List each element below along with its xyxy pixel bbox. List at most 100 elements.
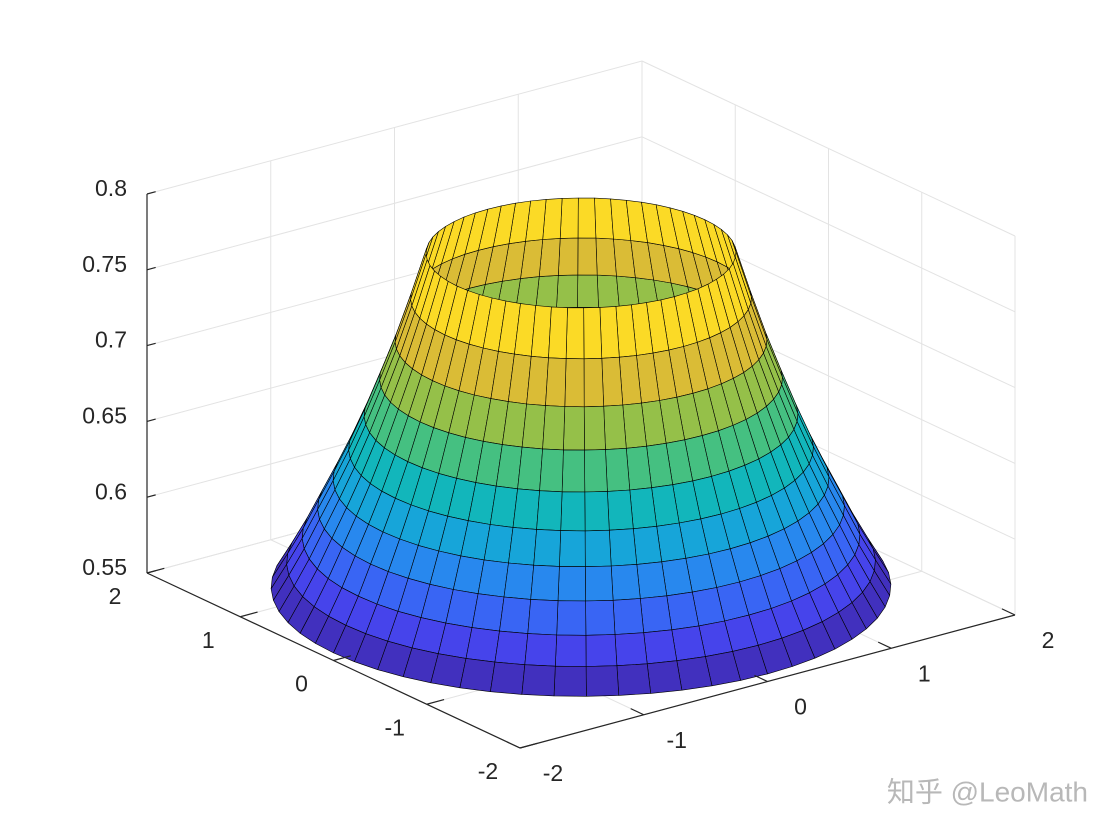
z-tick [146,494,156,498]
surface-cell [584,529,612,568]
surface-cell [459,658,496,693]
surface-cell [607,489,634,531]
x-tick [877,641,892,649]
surface-cell [553,665,587,697]
y-tick-label: -2 [478,758,498,784]
surface-cell [584,565,614,602]
surface-cell [595,237,617,277]
z-tick [146,266,156,271]
surface-cell [536,490,563,531]
surface-cell [639,595,673,634]
surface-cell [583,307,603,360]
surface-cell [559,197,579,239]
x-tick [754,674,768,683]
surface-cell [564,358,585,408]
surface-cell [614,632,648,667]
surface-cell [503,562,535,600]
surface-cell [601,356,624,407]
surface-cell [465,627,500,663]
y-tick-label: -1 [385,714,405,740]
y-tick-label: 0 [295,671,308,697]
surface-cell [561,449,586,493]
y-tick-label: 1 [202,627,215,653]
surface-cell [557,237,579,276]
surface-cell [524,633,558,667]
z-tick [146,191,156,195]
surface-cell [556,600,587,636]
surface-cell [542,405,566,451]
surface-cell [539,448,564,493]
grid-line [641,136,1016,313]
z-tick-label: 0.7 [95,327,127,353]
surface-cell [676,656,713,691]
surface-cell [512,488,540,530]
surface-cell [577,274,599,308]
surface-cell [565,307,585,360]
z-tick-label: 0.55 [82,554,127,580]
surface-cell [557,566,586,602]
surface-cell [585,665,620,697]
y-tick [333,655,351,662]
surface-cell [608,528,638,567]
surface-cell [560,491,586,532]
surface-cell [521,403,546,450]
surface-cell [508,527,537,566]
surface-cell [577,197,597,239]
surface-cell [517,446,543,492]
surface-cell [494,630,529,666]
z-tick [146,342,156,347]
y-tick [426,699,445,705]
surface-cell [603,404,627,450]
surface-cell [559,530,586,568]
surface-cell [527,599,559,636]
surface-cell [599,306,620,359]
x-tick [506,741,521,749]
x-tick [630,708,645,716]
surface-cell [535,275,559,310]
z-tick [146,418,156,422]
surface-cell [548,306,568,359]
z-tick-label: 0.6 [95,478,127,504]
grid-line [641,60,1016,237]
x-tick [1001,608,1016,616]
x-tick-label: 2 [1042,627,1055,653]
surface-cell [545,357,567,407]
surface-cell [530,564,560,602]
surface-cell [499,596,532,634]
z-tick-label: 0.8 [95,175,127,201]
surface-cell [584,491,610,532]
surface-cell [533,529,562,567]
surface-cell [471,593,505,632]
surface-cell [636,561,668,599]
surface-cell [554,634,587,667]
grid-line [146,136,643,271]
x-tick-label: 1 [918,660,931,686]
surface-cell [521,664,556,697]
surface-cell [583,405,606,451]
grid-line [146,60,643,195]
surface-cell [583,357,605,408]
y-tick [519,742,538,749]
surface-cell [643,629,678,665]
x-tick-label: 0 [794,694,807,720]
surface-cell [556,274,579,309]
surface-cell [585,634,618,667]
surface-cell [612,598,645,635]
surface-cell [610,564,641,601]
watermark: 知乎 @LeoMath [887,776,1088,807]
surface-cell [616,663,652,696]
surface-cell [490,661,526,695]
x-tick-label: -2 [543,760,563,786]
surface-cell [594,197,614,240]
y-tick [240,611,258,618]
surface-cell [585,599,616,636]
surface-cell [563,406,585,451]
surface-cell [605,447,631,492]
z-tick-label: 0.75 [82,251,127,277]
surface-cell [632,525,663,565]
surface-cell [596,274,620,309]
y-tick-label: 2 [109,583,122,609]
z-tick-label: 0.65 [82,402,127,428]
x-tick-label: -1 [667,727,687,753]
